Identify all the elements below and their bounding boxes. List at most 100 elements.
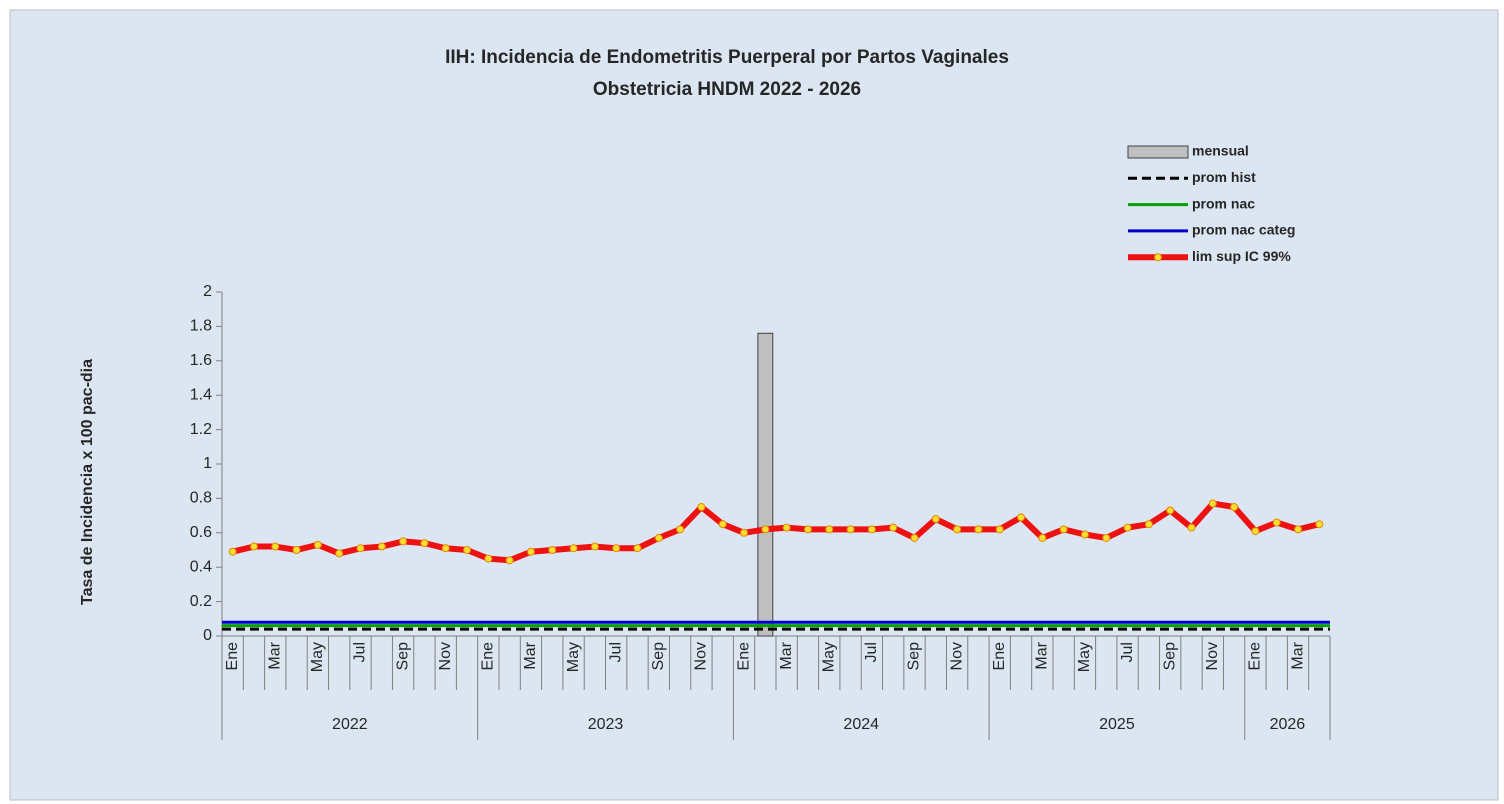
- line-marker: [505, 556, 514, 565]
- line-marker: [1059, 525, 1068, 534]
- x-tick-label: Mar: [266, 641, 283, 669]
- line-marker: [1017, 513, 1026, 522]
- line-marker: [399, 537, 408, 546]
- legend-label: prom nac categ: [1192, 222, 1295, 238]
- y-tick-label: 0: [203, 627, 212, 644]
- line-marker: [825, 525, 834, 534]
- line-marker: [228, 547, 237, 556]
- y-tick-label: 1: [203, 455, 212, 472]
- line-marker: [292, 546, 301, 554]
- x-tick-label: Sep: [1161, 642, 1178, 671]
- x-tick-label: May: [1076, 642, 1093, 672]
- line: [231, 500, 1321, 564]
- x-tick-label: Mar: [522, 641, 539, 669]
- year-label: 2024: [843, 716, 879, 733]
- bar: [757, 332, 774, 637]
- x-tick-label: Ene: [1247, 642, 1264, 671]
- line-marker: [974, 525, 983, 534]
- line-marker: [1038, 533, 1047, 542]
- y-tick-label: 0.6: [190, 524, 212, 541]
- line-marker: [931, 515, 940, 524]
- chart-title: IIH: Incidencia de Endometritis Puerpera…: [445, 47, 1009, 68]
- line-marker: [249, 542, 258, 551]
- line-marker: [441, 544, 450, 553]
- x-tick-label: Sep: [650, 642, 667, 671]
- line-marker: [526, 547, 535, 556]
- x-tick-label: Jul: [352, 642, 369, 662]
- y-axis-label: Tasa de Incidencia x 100 pac-dia: [79, 359, 96, 605]
- line-marker: [761, 525, 770, 534]
- y-tick-label: 1.6: [190, 352, 212, 369]
- line-marker: [420, 539, 429, 548]
- x-tick-label: May: [820, 642, 837, 672]
- line-marker: [1272, 518, 1281, 527]
- legend-swatch: [1127, 145, 1189, 159]
- x-tick-label: Ene: [735, 642, 752, 671]
- line-marker: [1187, 523, 1196, 532]
- x-tick-label: Jul: [1119, 642, 1136, 662]
- x-tick-label: Nov: [437, 642, 454, 670]
- line-marker: [356, 544, 365, 553]
- line-marker: [803, 525, 812, 534]
- line-marker: [1144, 520, 1153, 529]
- line-marker: [548, 546, 557, 554]
- line-marker: [782, 523, 791, 532]
- line-marker: [1080, 530, 1089, 539]
- line-marker: [1166, 506, 1175, 515]
- line-marker: [718, 520, 727, 529]
- x-tick-label: May: [565, 642, 582, 672]
- line-marker: [654, 533, 663, 542]
- y-tick-label: 1.2: [190, 421, 212, 438]
- x-tick-label: Jul: [607, 642, 624, 662]
- y-tick-label: 2: [203, 283, 212, 300]
- x-tick-label: Ene: [991, 642, 1008, 671]
- line-marker: [1230, 503, 1239, 511]
- y-tick-label: 0.4: [190, 558, 212, 575]
- legend-label: lim sup IC 99%: [1192, 248, 1291, 264]
- year-label: 2026: [1270, 716, 1306, 733]
- line-marker: [335, 549, 344, 558]
- legend-swatch: [1154, 253, 1162, 262]
- line-marker: [697, 503, 706, 511]
- line-marker: [1251, 527, 1260, 536]
- x-tick-label: Ene: [480, 642, 497, 671]
- year-label: 2025: [1099, 716, 1135, 733]
- x-tick-label: Mar: [778, 641, 795, 669]
- line-marker: [889, 523, 898, 532]
- x-tick-label: Ene: [224, 642, 241, 671]
- x-tick-label: May: [309, 642, 326, 672]
- line-marker: [271, 542, 280, 551]
- line-marker: [910, 533, 919, 542]
- x-tick-label: Sep: [394, 642, 411, 671]
- y-tick-label: 0.2: [190, 593, 212, 610]
- line-marker: [569, 544, 578, 553]
- line-marker: [484, 554, 493, 563]
- year-label: 2022: [332, 716, 368, 733]
- y-tick-label: 0.8: [190, 490, 212, 507]
- legend-label: mensual: [1192, 143, 1249, 159]
- chart-subtitle: Obstetricia HNDM 2022 - 2026: [593, 79, 861, 100]
- line-marker: [612, 544, 621, 553]
- legend-label: prom hist: [1192, 169, 1256, 185]
- x-tick-label: Mar: [1034, 641, 1051, 669]
- line-marker: [463, 546, 472, 554]
- line-marker: [1102, 533, 1111, 542]
- x-tick-label: Nov: [948, 642, 965, 670]
- line-marker: [377, 542, 386, 551]
- line-marker: [1208, 499, 1217, 508]
- line-marker: [846, 525, 855, 534]
- line-marker: [1294, 525, 1303, 534]
- year-label: 2023: [588, 716, 624, 733]
- x-tick-label: Sep: [906, 642, 923, 671]
- chart-area: [9, 9, 1499, 801]
- line-marker: [1123, 523, 1132, 532]
- line-marker: [633, 544, 642, 553]
- x-tick-label: Nov: [1204, 642, 1221, 670]
- line-marker: [1315, 520, 1324, 529]
- x-tick-label: Jul: [863, 642, 880, 662]
- line-marker: [313, 540, 322, 549]
- line-marker: [590, 542, 599, 551]
- x-tick-label: Nov: [693, 642, 710, 670]
- line-marker: [740, 528, 749, 537]
